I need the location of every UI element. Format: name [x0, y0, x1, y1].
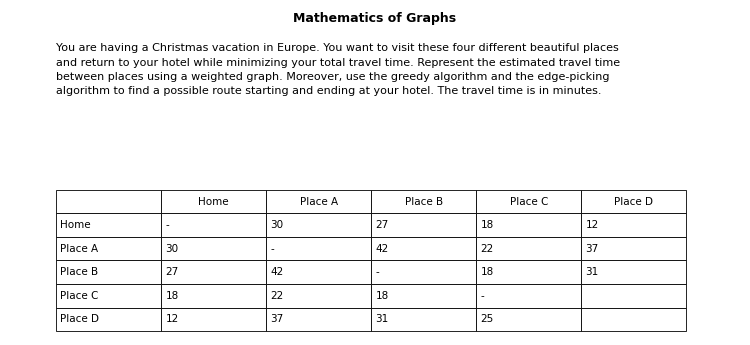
Text: Mathematics of Graphs: Mathematics of Graphs [293, 12, 457, 25]
Text: You are having a Christmas vacation in Europe. You want to visit these four diff: You are having a Christmas vacation in E… [56, 43, 620, 96]
